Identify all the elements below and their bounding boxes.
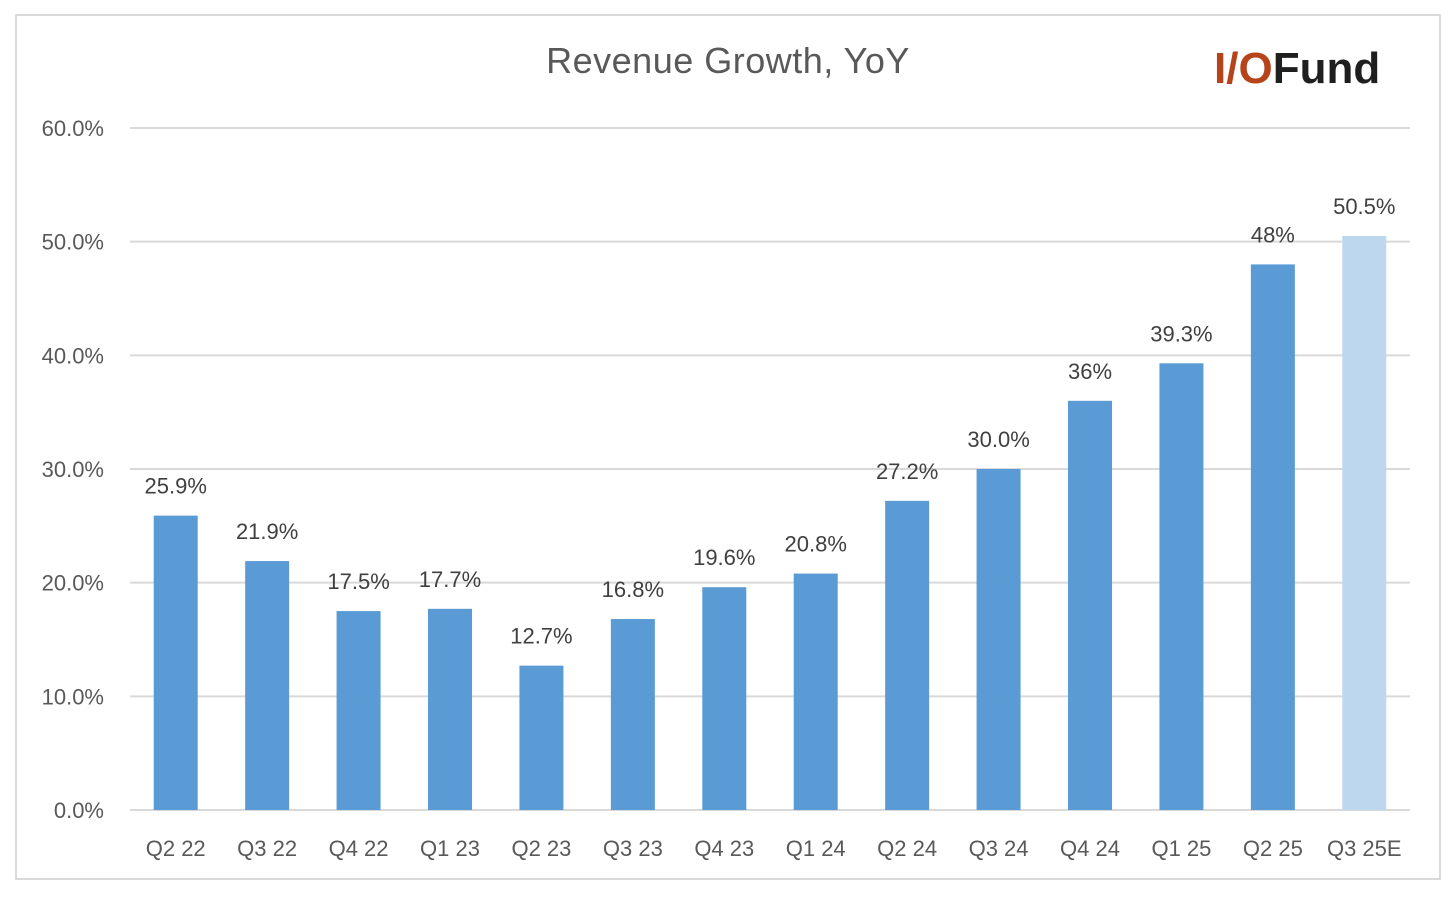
bar [153, 515, 198, 810]
x-tick-label: Q4 23 [694, 836, 754, 861]
x-tick-label: Q1 23 [420, 836, 480, 861]
bar [702, 587, 747, 810]
bars [153, 235, 1387, 810]
data-label: 39.3% [1150, 321, 1212, 346]
x-tick-label: Q2 24 [877, 836, 937, 861]
bar [793, 573, 838, 810]
gridlines [130, 127, 1410, 811]
x-tick-label: Q2 23 [511, 836, 571, 861]
data-labels: 25.9% 21.9% 17.5% 17.7% 12.7% 16.8% 19.6% 20.8%… [145, 194, 1396, 649]
x-axis-ticks: Q2 22 Q3 22 Q4 22 Q1 23 Q2 23 Q3 23 Q4 23 Q1 24… [146, 836, 1402, 861]
x-tick-label: Q1 24 [786, 836, 846, 861]
y-tick-label: 60.0% [42, 116, 104, 141]
x-tick-label: Q4 24 [1060, 836, 1120, 861]
data-label: 20.8% [785, 532, 847, 557]
data-label: 12.7% [510, 624, 572, 649]
bar [245, 561, 290, 810]
bar [336, 611, 381, 810]
y-tick-label: 40.0% [42, 343, 104, 368]
x-tick-label: Q2 22 [146, 836, 206, 861]
logo-fund-text: Fund [1272, 44, 1381, 93]
x-tick-label: Q3 23 [603, 836, 663, 861]
data-label: 17.5% [327, 569, 389, 594]
data-label: 36% [1068, 359, 1112, 384]
data-label: 27.2% [876, 459, 938, 484]
data-label: 16.8% [602, 577, 664, 602]
x-tick-label: Q4 22 [329, 836, 389, 861]
bar [428, 608, 472, 810]
bar [610, 619, 655, 810]
data-label: 50.5% [1333, 194, 1395, 219]
y-tick-label: 10.0% [42, 684, 104, 709]
x-tick-label: Q3 24 [969, 836, 1029, 861]
brand-logo: I/OFund [1214, 44, 1380, 94]
bar [1250, 264, 1295, 810]
logo-io-text: I/O [1214, 44, 1273, 93]
y-axis-ticks: 0.0% 10.0% 20.0% 30.0% 40.0% 50.0% 60.0% [42, 116, 104, 823]
bar [976, 469, 1021, 810]
bar [1068, 400, 1112, 810]
x-tick-label: Q3 25E [1327, 836, 1402, 861]
data-label: 48% [1251, 222, 1295, 247]
bar [519, 665, 564, 810]
x-tick-label: Q2 25 [1243, 836, 1303, 861]
bar [1342, 235, 1387, 810]
data-label: 21.9% [236, 519, 298, 544]
chart-title: Revenue Growth, YoY [546, 40, 910, 81]
bar [885, 500, 930, 810]
data-label: 25.9% [145, 474, 207, 499]
data-label: 30.0% [967, 427, 1029, 452]
y-tick-label: 0.0% [54, 798, 104, 823]
y-tick-label: 30.0% [42, 457, 104, 482]
data-label: 17.7% [419, 567, 481, 592]
x-tick-label: Q1 25 [1151, 836, 1211, 861]
bar [1159, 363, 1204, 810]
y-tick-label: 50.0% [42, 230, 104, 255]
data-label: 19.6% [693, 545, 755, 570]
x-tick-label: Q3 22 [237, 836, 297, 861]
y-tick-label: 20.0% [42, 571, 104, 596]
